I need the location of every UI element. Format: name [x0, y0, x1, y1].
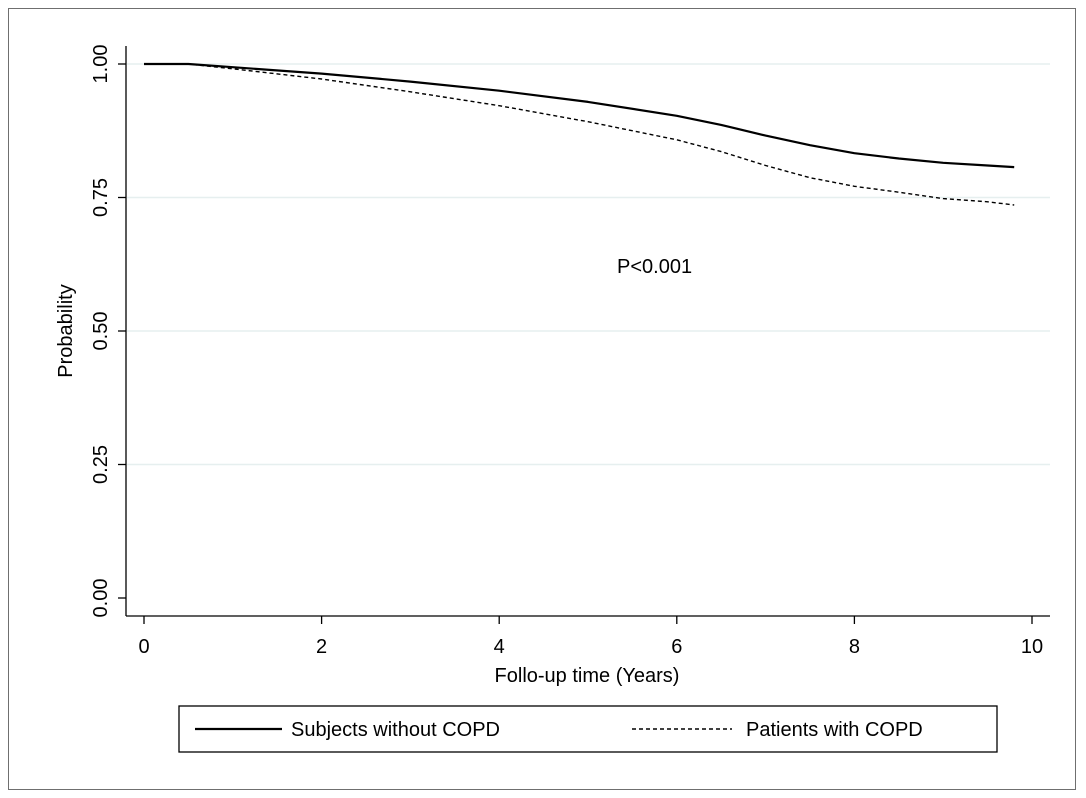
y-tick-label: 0.00 [90, 579, 112, 618]
annotation-pvalue: P<0.001 [617, 256, 692, 278]
y-tick-label: 1.00 [90, 45, 112, 84]
series-line-with-copd [144, 63, 1015, 206]
series-line-without-copd [144, 62, 1015, 169]
legend-label-without-copd: Subjects without COPD [291, 719, 500, 741]
x-tick-label: 2 [316, 636, 327, 658]
x-tick-label: 6 [671, 636, 682, 658]
x-tick-label: 4 [494, 636, 505, 658]
legend: Subjects without COPD Patients with COPD [178, 705, 998, 753]
x-tick-label: 10 [1021, 636, 1043, 658]
gridlines [127, 63, 1050, 466]
legend-label-with-copd: Patients with COPD [746, 719, 923, 741]
x-tick-label: 0 [138, 636, 149, 658]
series-lines [144, 62, 1015, 206]
x-tick-label: 8 [849, 636, 860, 658]
y-tick-label: 0.25 [90, 445, 112, 484]
x-axis-title: Follo-up time (Years) [495, 665, 680, 687]
x-ticks: 0 2 4 6 8 10 [138, 616, 1043, 658]
y-tick-label: 0.75 [90, 178, 112, 217]
legend-box [178, 705, 998, 753]
y-ticks: 0.00 0.25 0.50 0.75 1.00 [90, 45, 126, 618]
y-tick-label: 0.50 [90, 312, 112, 351]
y-axis-title: Probability [55, 284, 77, 377]
